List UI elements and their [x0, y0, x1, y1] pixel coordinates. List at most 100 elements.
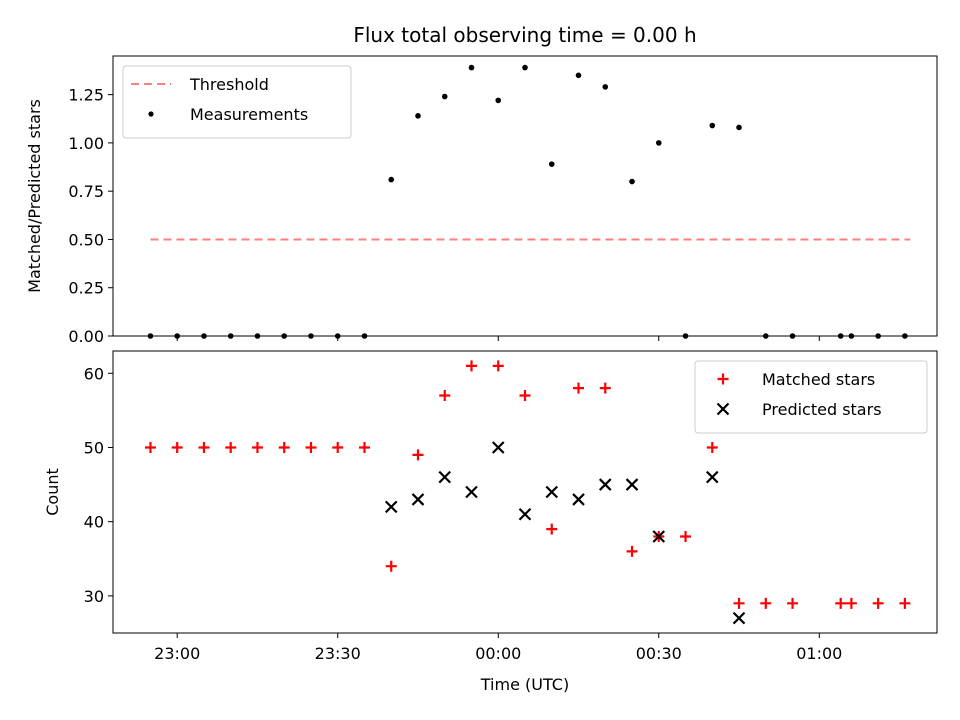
y-tick-label: 0.00 [68, 327, 104, 346]
matched-star-point [465, 360, 477, 372]
matched-star-point [599, 382, 611, 394]
measurement-point [201, 333, 207, 339]
x-tick-label: 01:00 [796, 644, 842, 663]
matched-star-point [626, 545, 638, 557]
measurement-point [147, 333, 154, 339]
measurement-point [902, 333, 908, 339]
measurement-point [848, 333, 855, 339]
matched-star-point [872, 597, 884, 609]
predicted-star-point [705, 470, 719, 484]
matched-star-point [332, 441, 344, 453]
predicted-star-point [438, 470, 452, 484]
measurement-point [682, 333, 689, 339]
predicted-star-point [518, 507, 532, 521]
measurement-point [575, 72, 582, 79]
legend-predicted-stars-swatch [716, 402, 730, 416]
predicted-star-point [411, 493, 425, 506]
matched-star-point [706, 441, 718, 453]
legend: Matched stars Predicted stars [694, 360, 928, 434]
measurement-point [415, 113, 421, 119]
y-tick-label: 40 [84, 513, 104, 532]
y-axis-title: Matched/Predicted stars [25, 99, 44, 293]
predicted-star-point [384, 500, 398, 514]
bottom-panel: 30 40 50 60 23:00 23:30 00:00 00:30 01:00 Count Ma… [43, 350, 938, 663]
legend-label: Threshold [189, 75, 269, 94]
top-panel: 0.00 0.25 0.50 0.75 1.00 1.25 Matched/Predicte… [25, 55, 938, 346]
measurement-point [254, 333, 261, 339]
matched-star-point [787, 597, 799, 609]
legend-label: Measurements [190, 105, 308, 124]
measurement-point [837, 333, 844, 339]
matched-star-point [144, 441, 156, 453]
measurement-point [227, 333, 234, 339]
predicted-star-point [491, 441, 505, 454]
y-tick-label: 1.25 [68, 86, 104, 105]
x-tick-label: 23:00 [154, 644, 200, 663]
matched-star-point [899, 597, 911, 609]
measurement-point [709, 122, 716, 129]
y-tick-label: 1.00 [68, 134, 104, 153]
measurement-point [548, 161, 555, 167]
measurement-point [736, 124, 742, 131]
matched-star-point [492, 360, 504, 372]
matched-star-point [680, 531, 692, 543]
measurement-point [762, 333, 769, 339]
legend: Threshold Measurements [122, 65, 352, 139]
matched-star-point [251, 441, 263, 453]
x-tick-label: 00:00 [475, 644, 521, 663]
measurement-point [875, 333, 881, 339]
matched-star-point [385, 560, 397, 572]
measurement-point [441, 93, 448, 100]
measurement-point [308, 333, 314, 339]
y-tick-label: 30 [84, 587, 104, 606]
matched-star-point [198, 441, 210, 453]
matched-star-point [171, 441, 183, 453]
legend-box [694, 360, 928, 434]
measurement-point [655, 140, 662, 146]
matched-star-point [439, 390, 451, 402]
predicted-star-point [465, 485, 478, 499]
y-tick-label: 0.50 [68, 230, 104, 249]
y-tick-label: 50 [84, 438, 104, 457]
matched-star-point [733, 597, 745, 609]
y-axis-title: Count [43, 468, 62, 516]
y-tick-label: 0.25 [68, 279, 104, 298]
measurement-point [388, 176, 395, 183]
matched-star-point [358, 441, 370, 453]
measurement-point [281, 333, 288, 339]
matched-star-point [278, 441, 290, 453]
measurement-point [522, 64, 528, 71]
chart-title: Flux total observing time = 0.00 h [353, 23, 696, 47]
measurement-point [468, 64, 475, 71]
legend-label: Predicted stars [762, 400, 882, 419]
predicted-star-point [732, 611, 746, 625]
matched-star-point [225, 441, 237, 453]
measurement-point [789, 333, 796, 339]
plot-frame [112, 350, 938, 634]
measurement-point [334, 333, 341, 339]
matched-star-point [835, 597, 847, 609]
legend-box [122, 65, 352, 139]
matched-star-point [546, 523, 558, 535]
y-tick-label: 0.75 [68, 182, 104, 201]
matched-star-point [412, 449, 424, 461]
predicted-star-point [625, 478, 639, 491]
predicted-star-point [572, 493, 585, 506]
matched-star-point [305, 441, 317, 453]
predicted-star-point [598, 478, 612, 491]
matched-star-point [845, 597, 857, 609]
matched-star-point [760, 597, 772, 609]
measurement-point [361, 333, 368, 339]
matched-star-point [573, 382, 585, 394]
measurement-point [174, 333, 181, 339]
measurement-point [602, 84, 609, 90]
legend-matched-stars-swatch [717, 373, 729, 385]
predicted-star-point [652, 530, 666, 543]
measurement-point [495, 97, 502, 104]
y-tick-label: 60 [84, 364, 104, 383]
legend-label: Matched stars [762, 370, 875, 389]
x-tick-label: 00:30 [636, 644, 682, 663]
predicted-star-point [545, 485, 559, 499]
x-tick-label: 23:30 [315, 644, 361, 663]
